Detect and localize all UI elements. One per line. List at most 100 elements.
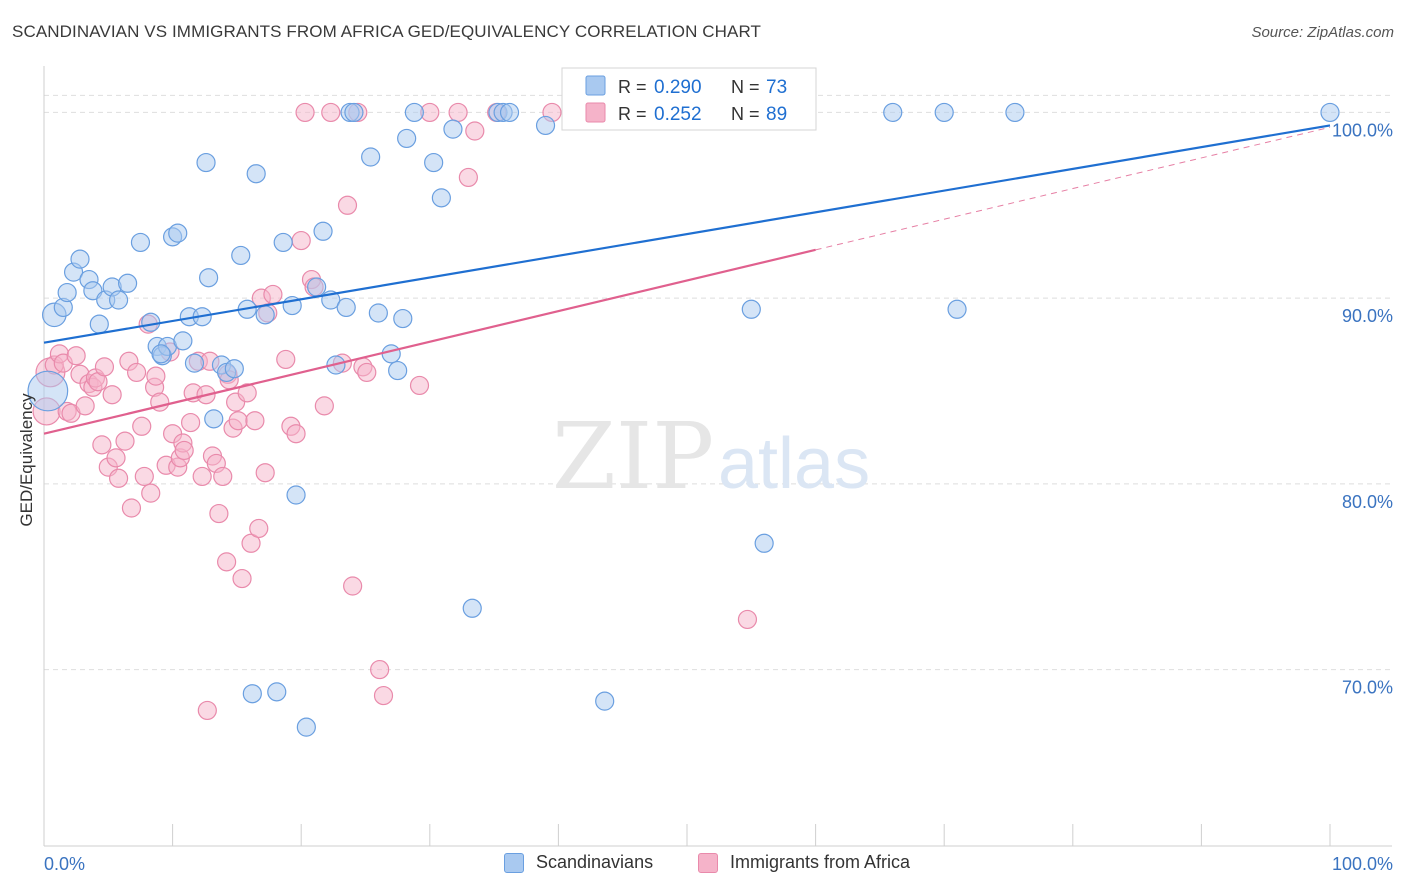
data-point	[141, 483, 161, 503]
data-point	[204, 409, 224, 429]
legend-item-scandinavians[interactable]: Scandinavians	[504, 852, 653, 873]
data-point	[209, 503, 229, 524]
x-tick-label: 0.0%	[44, 854, 85, 874]
watermark-atlas: atlas	[718, 424, 870, 504]
data-point	[393, 308, 413, 329]
y-tick-label: 90.0%	[1342, 306, 1393, 326]
data-point	[934, 102, 954, 123]
data-point	[217, 552, 237, 572]
stats-legend-blue-swatch	[585, 75, 606, 96]
data-point	[75, 396, 95, 416]
stats-legend-n-label: N =	[731, 104, 760, 124]
data-point	[83, 281, 103, 301]
stats-legend-n-label: N =	[731, 77, 760, 97]
data-point	[397, 128, 417, 149]
chart-title: SCANDINAVIAN VS IMMIGRANTS FROM AFRICA G…	[12, 22, 762, 41]
data-point	[370, 659, 390, 680]
data-point	[462, 598, 482, 618]
data-point	[242, 684, 262, 704]
data-point	[213, 466, 233, 487]
y-tick-labels: 70.0% 80.0% 90.0% 100.0%	[1332, 120, 1393, 697]
data-point	[409, 375, 430, 396]
data-point	[197, 700, 217, 721]
trend-line-scandinavians	[43, 124, 1331, 344]
data-point	[228, 411, 248, 431]
data-point	[267, 682, 287, 702]
data-point	[245, 411, 265, 431]
chart-source: Source: ZipAtlas.com	[1251, 24, 1394, 41]
data-point	[102, 385, 122, 405]
data-point	[313, 221, 333, 241]
stats-legend-r-label: R =	[618, 77, 647, 97]
stats-legend-n-value: 89	[766, 104, 787, 125]
data-point	[443, 119, 463, 139]
data-point	[465, 121, 485, 141]
data-point	[276, 349, 296, 370]
stats-legend-r-value: 0.290	[654, 77, 702, 98]
data-point	[535, 115, 556, 136]
data-point	[337, 195, 358, 215]
data-point	[241, 533, 261, 553]
stats-legend: R = 0.290 N = 73 R = 0.252 N = 89	[561, 67, 817, 131]
axes	[43, 66, 1392, 847]
data-point	[89, 314, 109, 334]
bottom-legend: Scandinavians Immigrants from Africa	[0, 852, 1406, 880]
data-point	[132, 416, 152, 436]
data-point	[448, 102, 468, 123]
data-point	[115, 431, 135, 451]
stats-legend-n-value: 73	[766, 77, 787, 98]
data-point	[199, 268, 219, 288]
data-point	[146, 366, 166, 386]
legend-swatch-blue	[504, 852, 524, 873]
data-point	[295, 102, 315, 123]
data-point	[232, 568, 252, 589]
stats-legend-r-label: R =	[618, 104, 647, 124]
legend-label: Immigrants from Africa	[730, 852, 911, 872]
data-point	[130, 232, 151, 253]
trend-line-extension	[815, 126, 1331, 251]
trend-line-immigrants-from-africa	[43, 248, 816, 435]
legend-item-immigrants-from-africa[interactable]: Immigrants from Africa	[698, 852, 910, 873]
y-tick-label: 100.0%	[1332, 120, 1393, 140]
data-point	[344, 102, 364, 123]
data-point	[106, 448, 126, 468]
data-point	[381, 344, 401, 364]
data-point	[173, 331, 193, 351]
data-point	[883, 102, 903, 123]
data-point	[224, 359, 244, 379]
y-axis-label: GED/Equivalency	[17, 393, 36, 527]
data-point	[66, 346, 86, 366]
stats-legend-pink-swatch	[585, 102, 606, 123]
data-point	[70, 249, 90, 269]
x-tick-label: 100.0%	[1332, 854, 1393, 874]
data-point	[237, 383, 257, 403]
legend-swatch-pink	[698, 852, 718, 873]
data-point	[388, 360, 408, 381]
data-point	[246, 164, 266, 184]
data-point	[57, 282, 77, 303]
data-point	[424, 152, 444, 173]
trend-lines	[43, 124, 1331, 435]
data-point	[126, 362, 147, 383]
watermark: ZIP atlas	[552, 403, 870, 510]
data-point	[174, 440, 194, 461]
data-point	[141, 312, 161, 332]
data-point	[1320, 102, 1340, 123]
data-point	[255, 305, 275, 325]
data-point	[117, 273, 138, 293]
data-point	[307, 277, 327, 297]
watermark-zip: ZIP	[552, 403, 714, 510]
data-point	[291, 230, 311, 251]
data-point	[263, 284, 283, 305]
stats-legend-r-value: 0.252	[654, 104, 702, 125]
data-point	[273, 232, 293, 253]
data-point	[947, 299, 967, 319]
data-point	[336, 297, 356, 318]
data-point	[741, 299, 761, 319]
x-tick-labels: 0.0% 100.0%	[44, 854, 1393, 874]
data-point	[184, 353, 205, 373]
data-point	[255, 463, 275, 483]
data-point	[754, 533, 774, 553]
y-tick-label: 80.0%	[1342, 492, 1393, 512]
data-point	[321, 102, 341, 123]
